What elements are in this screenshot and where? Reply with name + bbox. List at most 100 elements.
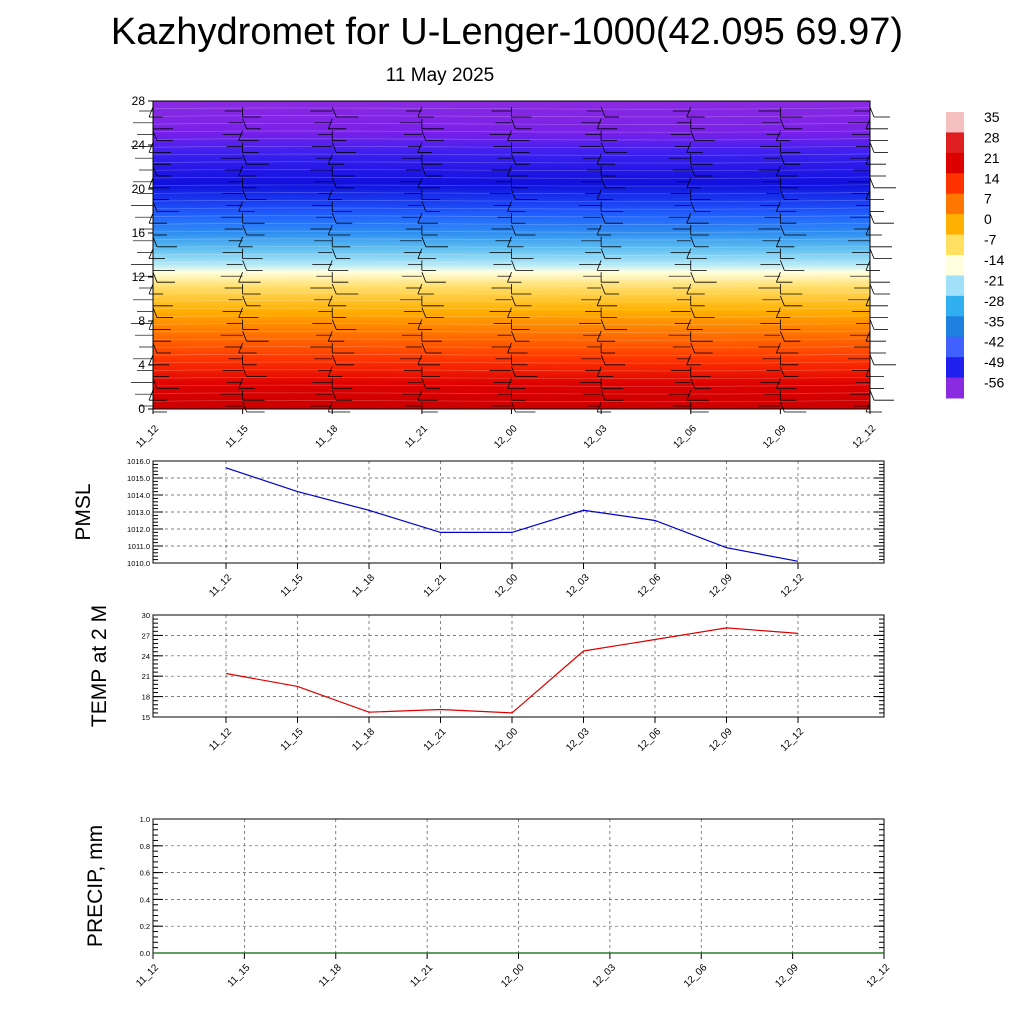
wind-barb-staff [421, 130, 427, 141]
colorbar-label: -7 [984, 232, 997, 248]
wind-barb-staff [600, 213, 606, 224]
y-tick-label: 0.6 [140, 869, 150, 878]
x-tick-label: 12_03 [564, 726, 592, 754]
wind-barb-column [399, 106, 448, 413]
contour-line [152, 276, 871, 279]
wind-barb-staff [511, 189, 516, 200]
y-tick-label: 4 [138, 358, 145, 372]
wind-barb-staff [869, 283, 875, 295]
wind-barb-staff [238, 201, 243, 212]
x-tick-label: 12_09 [707, 572, 735, 600]
x-tick-label: 11_15 [224, 423, 251, 450]
wind-barb-staff [242, 154, 247, 165]
y-tick-label: 0.0 [140, 949, 150, 958]
contour-line [152, 199, 871, 202]
wind-barb-staff [600, 106, 606, 118]
x-tick-label: 12_06 [671, 423, 699, 451]
wind-barb-staff [152, 236, 158, 247]
x-tick-label: 11_15 [279, 572, 306, 599]
wind-barb-staff [327, 260, 333, 271]
wind-barb-staff [780, 295, 785, 306]
contour-line [152, 253, 871, 256]
wind-barb-staff [242, 189, 247, 200]
wind-barb-staff [690, 307, 696, 318]
x-tick-label: 12_12 [851, 423, 879, 451]
wind-barb-staff [507, 165, 512, 177]
wind-barb-staff [780, 260, 785, 271]
wind-barb-staff [331, 142, 337, 153]
wind-barb-staff [421, 236, 427, 247]
wind-barb-staff [238, 165, 243, 177]
colorbar-swatch [946, 234, 964, 256]
contour-line [152, 115, 871, 118]
colorbar-label: -35 [984, 313, 1004, 329]
wind-barb-staff [242, 366, 247, 377]
wind-barb-staff [776, 165, 781, 177]
colorbar-swatch [946, 173, 964, 195]
x-tick-label: 12_00 [493, 726, 521, 754]
y-tick-label: 1013.0 [127, 508, 150, 517]
contour-line [152, 307, 871, 310]
wind-barb-staff [327, 366, 333, 377]
contour-line [152, 261, 871, 264]
wind-barb-staff [865, 224, 871, 236]
wind-barb-staff [417, 283, 423, 295]
wind-barb-staff [780, 401, 785, 413]
x-tick-label: 11_21 [422, 572, 449, 599]
wind-barb-staff [148, 248, 154, 259]
contour-line [152, 153, 871, 156]
wind-barb-staff [690, 378, 696, 389]
y-tick-label: 24 [132, 138, 146, 152]
wind-barb-staff [511, 295, 516, 306]
x-tick-label: 11_12 [207, 726, 234, 753]
wind-barb-staff [776, 272, 781, 283]
wind-barb-staff [331, 213, 337, 224]
x-tick-label: 11_18 [350, 726, 377, 753]
wind-barb-staff [327, 224, 333, 236]
y-tick-label: 1012.0 [127, 525, 150, 534]
y-tick-label: 20 [132, 182, 146, 196]
colorbar-label: 21 [984, 150, 1000, 166]
contour-line [152, 376, 871, 379]
colorbar-label: -28 [984, 293, 1004, 309]
colorbar-label: -14 [984, 252, 1004, 268]
wind-barb-staff [507, 342, 512, 354]
contour-line [152, 238, 871, 241]
contour-line [152, 230, 871, 233]
contour-line [152, 192, 871, 195]
wind-barb-staff [600, 283, 606, 295]
wind-barb-staff [596, 224, 602, 236]
wind-barb-staff [865, 189, 871, 200]
wind-barb-staff [331, 390, 337, 401]
wind-barb-staff [331, 283, 337, 295]
x-tick-label: 11_18 [317, 962, 344, 989]
wind-barb-staff [596, 401, 602, 413]
wind-barb-staff [869, 248, 875, 259]
wind-barb-staff [780, 118, 785, 129]
colorbar-label: 35 [984, 109, 1000, 125]
wind-barb-staff [686, 319, 692, 330]
wind-barb-staff [421, 378, 427, 389]
wind-barb-staff [596, 154, 602, 165]
colorbar-swatch [946, 275, 964, 297]
colorbar: 35 28 21 14 7 0 -7 -14 -21 -28 -35 -42 -49 -56 [946, 109, 1004, 399]
wind-barb-staff [511, 401, 516, 413]
wind-barb-staff [865, 295, 871, 306]
wind-barb-staff [511, 331, 516, 342]
colorbar-label: -21 [984, 272, 1004, 288]
wind-barb-staff [152, 130, 158, 141]
wind-barb-staff [511, 154, 516, 165]
wind-barb-staff [238, 307, 243, 318]
contour-line [152, 176, 871, 179]
x-tick-label: 12_00 [492, 423, 520, 451]
wind-barb-staff [600, 390, 606, 401]
x-tick-label: 12_03 [582, 423, 610, 451]
x-tick-label: 12_12 [779, 572, 807, 600]
contour-line [152, 184, 871, 187]
contour-line [152, 107, 871, 110]
wind-barb-staff [417, 390, 423, 401]
colorbar-label: -42 [984, 334, 1004, 350]
x-tick-label: 11_21 [403, 423, 430, 450]
wind-barb-staff [417, 213, 423, 224]
contour-line [152, 330, 871, 333]
